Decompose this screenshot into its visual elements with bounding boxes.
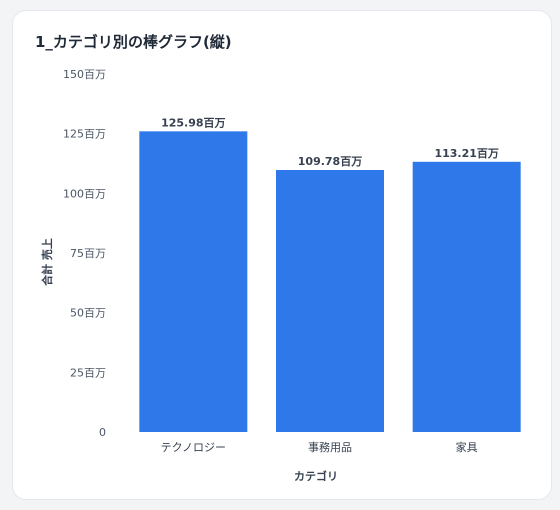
y-tick-label: 0: [99, 426, 106, 439]
bar[interactable]: [412, 161, 521, 432]
bar[interactable]: [139, 131, 248, 432]
y-axis-ticks: 0 25百万 50百万 75百万 100百万 125百万 150百万: [63, 68, 106, 439]
y-tick-label: 125百万: [63, 128, 106, 141]
bars: 125.98百万 109.78百万 113.21百万: [139, 116, 521, 432]
x-category-label: 家具: [456, 440, 478, 454]
x-category-label: テクノロジー: [161, 441, 226, 454]
y-tick-label: 25百万: [70, 366, 106, 379]
bar[interactable]: [276, 169, 384, 432]
y-tick-label: 100百万: [63, 187, 106, 200]
y-axis-label: 合計 売上: [40, 238, 54, 286]
x-axis-label: カテゴリ: [294, 469, 338, 483]
bar-value-label: 125.98百万: [161, 116, 225, 129]
y-tick-label: 150百万: [63, 68, 106, 81]
x-category-label: 事務用品: [308, 440, 352, 454]
bar-value-label: 113.21百万: [434, 147, 498, 160]
y-tick-label: 75百万: [70, 247, 106, 260]
y-tick-label: 50百万: [70, 307, 106, 320]
x-axis-categories: テクノロジー 事務用品 家具: [161, 440, 478, 454]
chart-title: 1_カテゴリ別の棒グラフ(縦): [35, 33, 232, 51]
bar-value-label: 109.78百万: [298, 155, 362, 168]
